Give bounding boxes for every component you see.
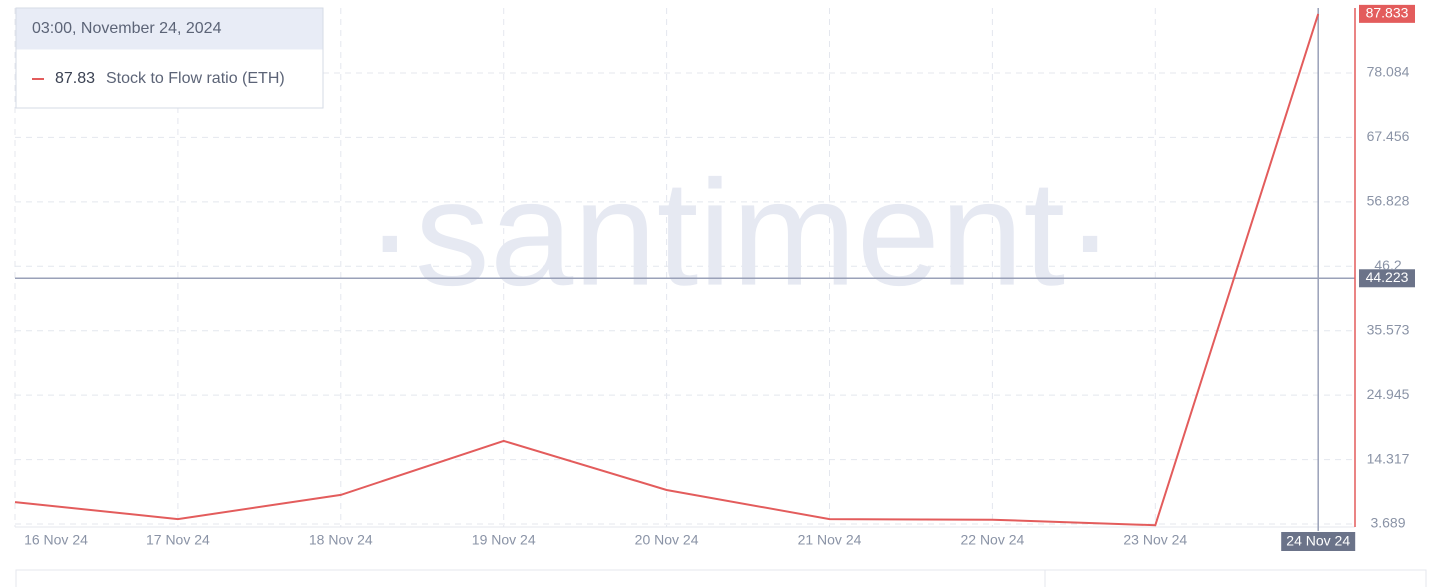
x-tick-label: 23 Nov 24 bbox=[1123, 532, 1187, 548]
x-tick-label: 17 Nov 24 bbox=[146, 532, 210, 548]
x-tick-label: 21 Nov 24 bbox=[798, 532, 862, 548]
crosshair-date: 24 Nov 24 bbox=[1286, 533, 1350, 549]
crosshair-value: 44.223 bbox=[1366, 269, 1409, 285]
tooltip-label: Stock to Flow ratio (ETH) bbox=[106, 70, 285, 87]
bottom-panel bbox=[15, 569, 1427, 587]
x-tick-label: 16 Nov 24 bbox=[24, 532, 88, 548]
watermark: ·santiment· bbox=[365, 149, 1115, 317]
tooltip-value: 87.83 bbox=[55, 70, 95, 87]
tooltip-header bbox=[16, 8, 323, 50]
crosshair-value-box bbox=[1359, 269, 1415, 288]
last-value-label: 87.833 bbox=[1366, 5, 1409, 21]
grid bbox=[14, 8, 1355, 528]
y-tick-label: 3.689 bbox=[1370, 515, 1405, 531]
y-tick-label: 46.2 bbox=[1374, 257, 1401, 273]
y-tick-label: 14.317 bbox=[1367, 450, 1410, 466]
tooltip: 03:00, November 24, 2024 87.83 Stock to … bbox=[15, 7, 324, 109]
crosshair-date-box bbox=[1281, 532, 1356, 551]
tooltip-date: 03:00, November 24, 2024 bbox=[32, 20, 222, 37]
marks: 87.833 Stock to Flow ratio (ETH) 44.223 24 … bbox=[14, 4, 1415, 551]
x-tick-label: 20 Nov 24 bbox=[635, 532, 699, 548]
x-tick-label: 22 Nov 24 bbox=[960, 532, 1024, 548]
y-tick-label: 67.456 bbox=[1367, 128, 1410, 144]
y-tick-label: 78.084 bbox=[1367, 64, 1410, 80]
y-tick-label: 35.573 bbox=[1367, 321, 1410, 337]
y-tick-label: 24.945 bbox=[1367, 386, 1410, 402]
series-line bbox=[14, 13, 1320, 527]
x-tick-label: 18 Nov 24 bbox=[309, 532, 373, 548]
y-tick-label: 56.828 bbox=[1367, 193, 1410, 209]
x-tick-label: 19 Nov 24 bbox=[472, 532, 536, 548]
last-value-box bbox=[1359, 4, 1415, 23]
